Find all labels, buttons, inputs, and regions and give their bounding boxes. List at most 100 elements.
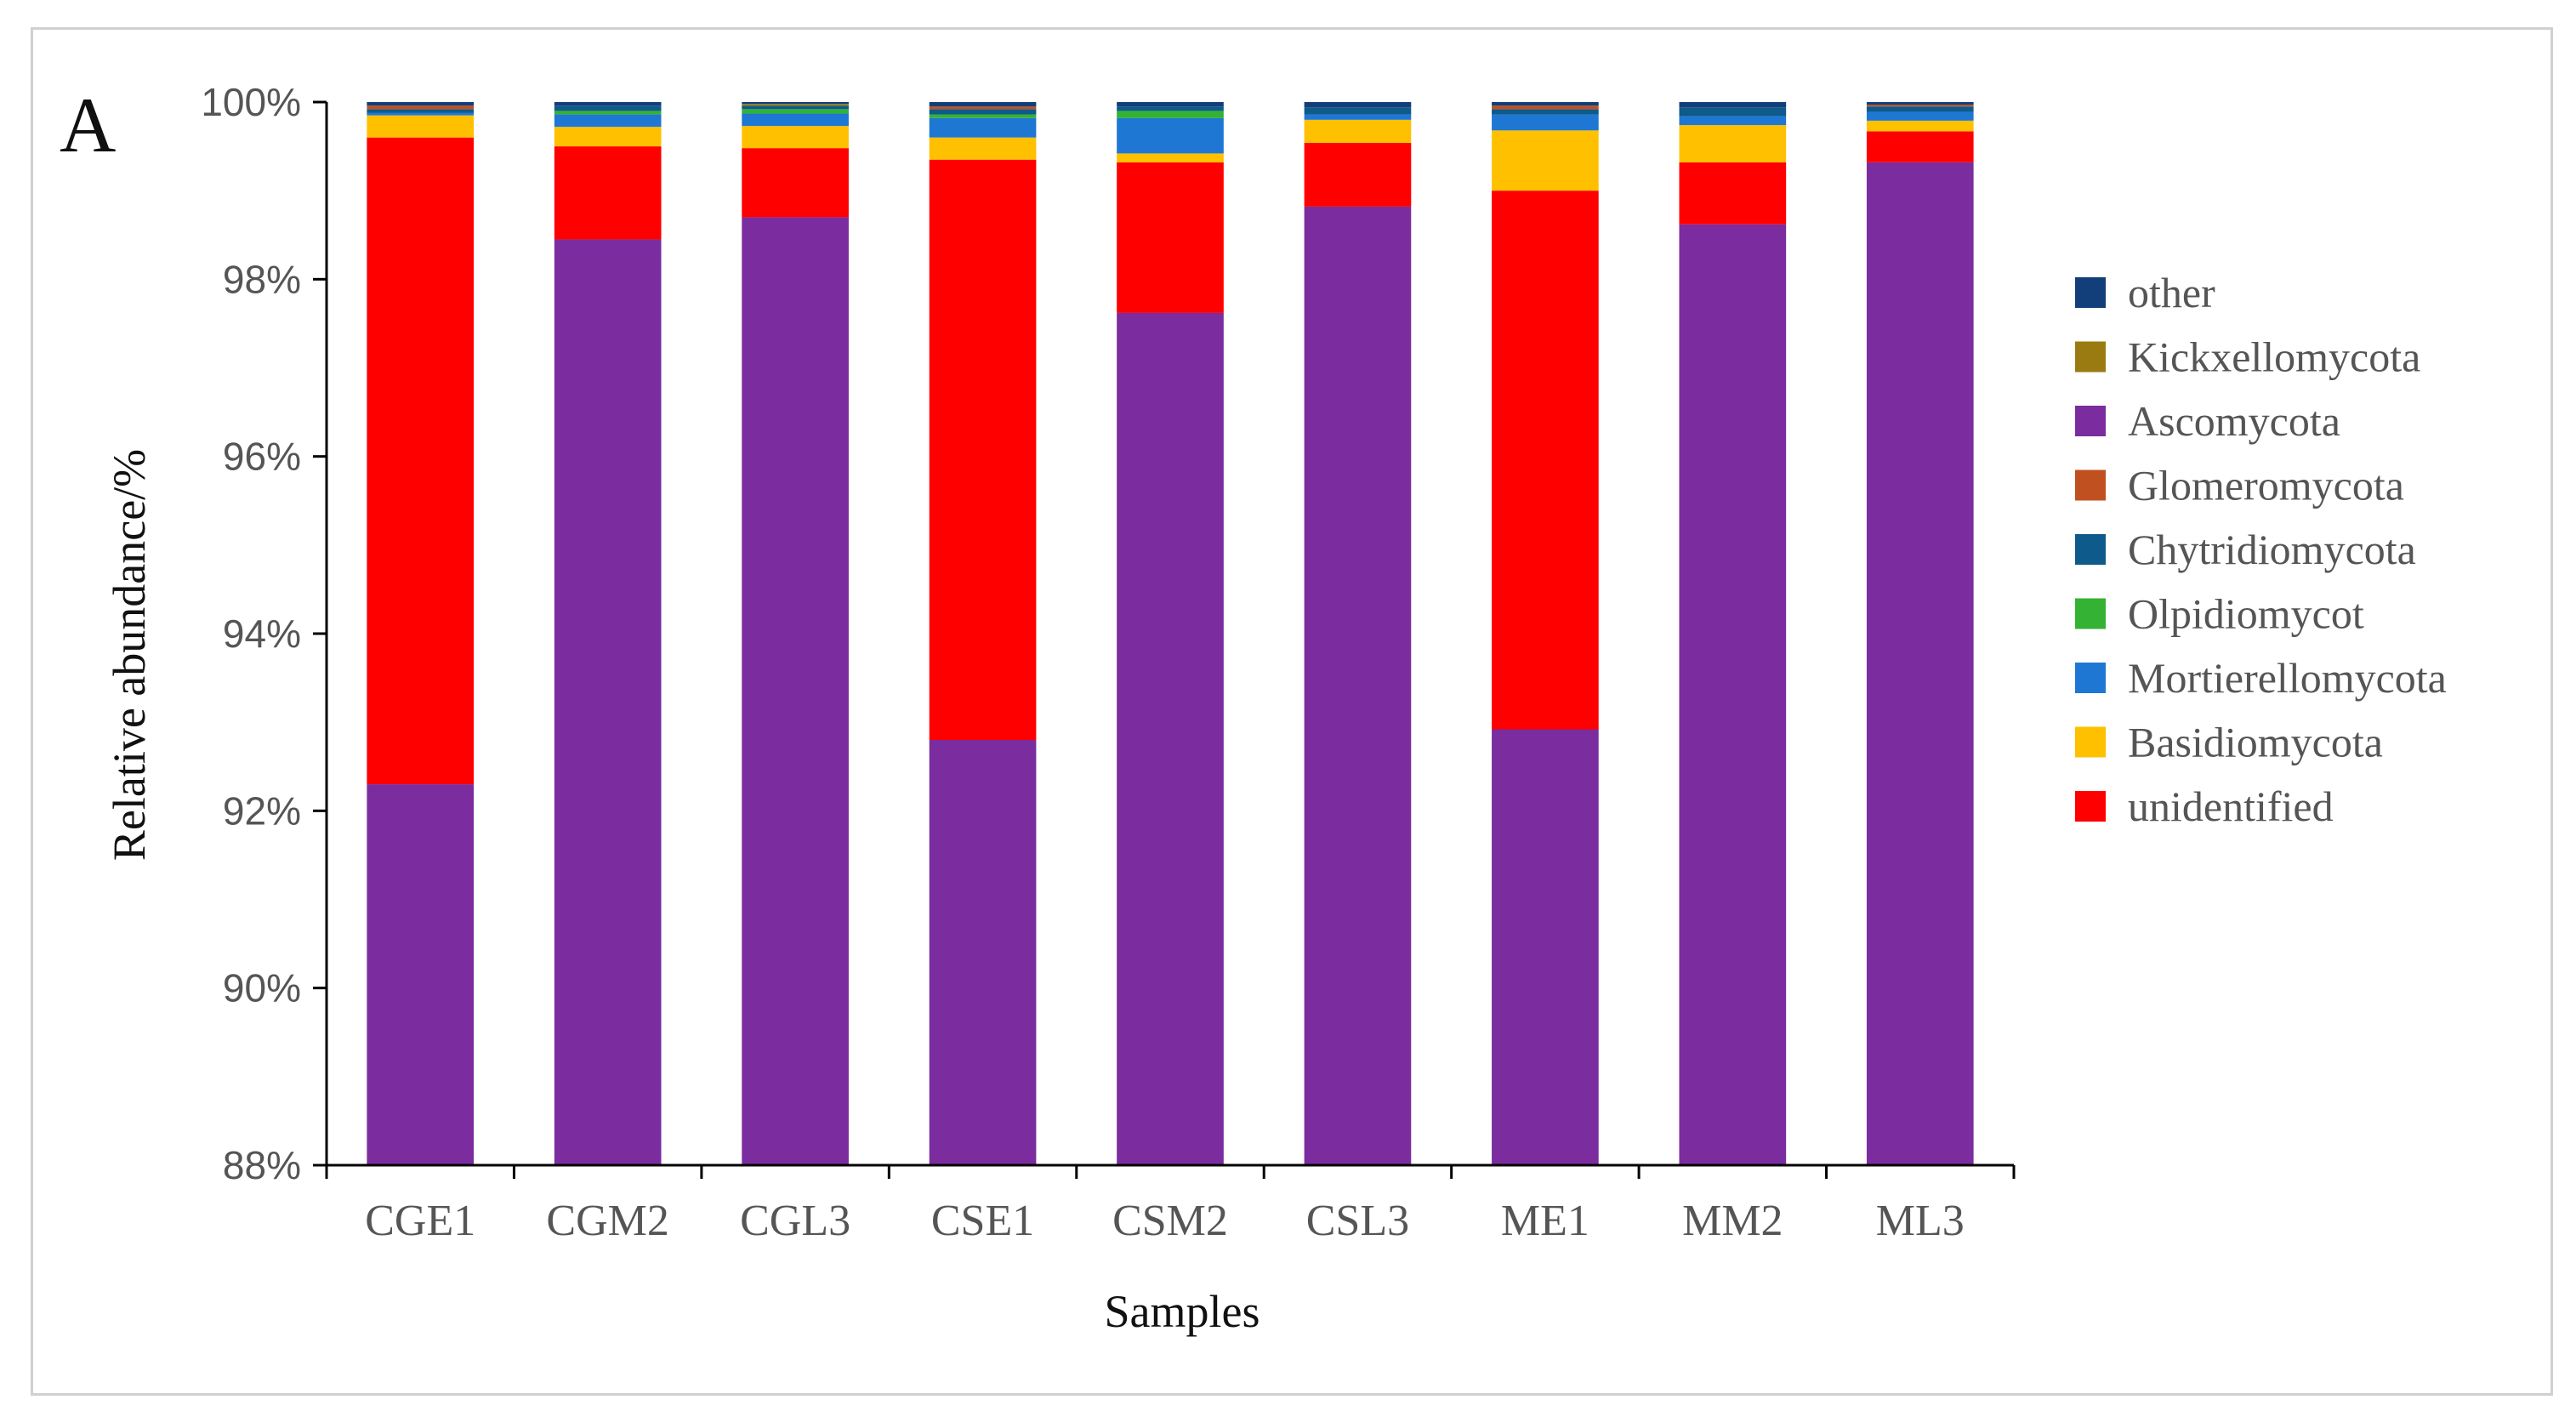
bar-segment-cgm2-other (554, 102, 662, 106)
legend: other Kickxellomycota Ascomycota Glomeromyc… (2075, 269, 2447, 830)
bar-segment-ml3-basidiomycota (1866, 120, 1974, 132)
legend-swatch-ascomycota (2075, 406, 2106, 436)
bar-segment-cse1-olpidiomycot (929, 114, 1037, 118)
bar-segment-cse1-other (929, 102, 1037, 107)
y-axis-title: Relative abundance/% (104, 449, 155, 861)
y-tick-label: 90% (223, 966, 301, 1010)
bar-segment-csl3-mortierellomycota (1304, 114, 1412, 120)
bar-segment-cse1-glomeromycota (929, 106, 1037, 110)
bar-segment-mm2-basidiomycota (1679, 125, 1787, 162)
bar-segment-csm2-olpidiomycot (1117, 111, 1224, 118)
x-axis-title: Samples (1105, 1286, 1260, 1337)
legend-label-chytridiomycota: Chytridiomycota (2128, 526, 2416, 573)
legend-label-other: other (2128, 269, 2215, 316)
x-tick-label: ML3 (1876, 1197, 1965, 1245)
bar-segment-cge1-unidentified (367, 137, 475, 785)
bar-segment-cgl3-mortierellomycota (742, 113, 849, 127)
bars-group (367, 102, 1974, 1166)
bar-segment-ml3-other (1866, 102, 1974, 105)
bar-segment-me1-basidiomycota (1492, 130, 1599, 191)
bar-segment-cse1-unidentified (929, 159, 1037, 741)
bar-segment-cgl3-basidiomycota (742, 126, 849, 149)
legend-label-olpidiomycot: Olpidiomycot (2128, 590, 2364, 638)
bar-segment-me1-other (1492, 102, 1599, 106)
bar-segment-cgl3-ascomycota (742, 217, 849, 1166)
bar-segment-csm2-mortierellomycota (1117, 117, 1224, 154)
legend-label-basidiomycota: Basidiomycota (2128, 719, 2383, 766)
legend-swatch-other (2075, 277, 2106, 308)
bar-segment-cgl3-other (742, 102, 849, 105)
bar-segment-cgl3-olpidiomycot (742, 109, 849, 114)
legend-swatch-chytridiomycota (2075, 534, 2106, 565)
legend-swatch-glomeromycota (2075, 469, 2106, 501)
bar-segment-cge1-basidiomycota (367, 115, 475, 138)
bar-segment-ml3-unidentified (1866, 131, 1974, 162)
bar-segment-csm2-unidentified (1117, 162, 1224, 313)
bar-segment-cgm2-ascomycota (554, 239, 662, 1165)
legend-swatch-basidiomycota (2075, 726, 2106, 758)
bar-segment-cge1-mortierellomycota (367, 112, 475, 116)
x-tick-label: CSL3 (1306, 1197, 1409, 1245)
legend-label-mortierellomycota: Mortierellomycota (2128, 654, 2447, 702)
panel-label: A (60, 82, 116, 168)
bar-segment-cse1-ascomycota (929, 740, 1037, 1165)
bar-segment-csm2-basidiomycota (1117, 153, 1224, 162)
bar-segment-csl3-unidentified (1304, 142, 1412, 207)
bar-segment-csm2-ascomycota (1117, 312, 1224, 1166)
legend-label-glomeromycota: Glomeromycota (2128, 462, 2404, 509)
bar-segment-cgm2-basidiomycota (554, 127, 662, 147)
bar-segment-ml3-glomeromycota (1866, 105, 1974, 107)
legend-label-kickxellomycota: Kickxellomycota (2128, 333, 2420, 381)
bar-segment-ml3-mortierellomycota (1866, 111, 1974, 121)
y-tick-label: 92% (223, 788, 301, 833)
bar-segment-cgl3-kickxellomycota (742, 104, 849, 106)
bar-segment-mm2-unidentified (1679, 162, 1787, 225)
x-tick-label: CSM2 (1112, 1197, 1228, 1245)
bar-segment-cge1-other (367, 102, 475, 106)
bar-segment-me1-unidentified (1492, 191, 1599, 730)
legend-swatch-mortierellomycota (2075, 663, 2106, 693)
legend-swatch-unidentified (2075, 791, 2106, 822)
bar-segment-cse1-mortierellomycota (929, 117, 1037, 138)
bar-segment-mm2-mortierellomycota (1679, 116, 1787, 126)
x-tick-label: CGE1 (365, 1197, 475, 1245)
y-tick-label: 98% (223, 257, 301, 301)
bar-segment-csl3-other (1304, 102, 1412, 108)
bar-segment-cge1-ascomycota (367, 784, 475, 1165)
bar-segment-ml3-chytridiomycota (1866, 106, 1974, 112)
legend-label-unidentified: unidentified (2128, 782, 2334, 830)
bar-segment-cgm2-chytridiomycota (554, 105, 662, 111)
x-tick-label: CGL3 (740, 1197, 850, 1245)
bar-segment-me1-chytridiomycota (1492, 109, 1599, 115)
bar-segment-csm2-chytridiomycota (1117, 106, 1224, 111)
x-tick-label: CGM2 (546, 1197, 668, 1245)
x-tick-label: MM2 (1682, 1197, 1783, 1245)
x-tick-label: ME1 (1501, 1197, 1589, 1245)
bar-segment-csm2-other (1117, 102, 1224, 107)
bar-segment-cge1-chytridiomycota (367, 109, 475, 113)
y-tick-label: 88% (223, 1143, 301, 1187)
bar-segment-cgm2-unidentified (554, 146, 662, 240)
bar-segment-cse1-basidiomycota (929, 137, 1037, 160)
bar-segment-me1-glomeromycota (1492, 105, 1599, 110)
bar-segment-me1-ascomycota (1492, 729, 1599, 1165)
legend-swatch-kickxellomycota (2075, 341, 2106, 373)
bar-segment-ml3-ascomycota (1866, 162, 1974, 1165)
y-tick-label: 96% (223, 435, 301, 479)
bar-segment-cgl3-chytridiomycota (742, 105, 849, 110)
bar-segment-csl3-chytridiomycota (1304, 107, 1412, 115)
bar-segment-mm2-ascomycota (1679, 224, 1787, 1165)
x-tick-label: CSE1 (931, 1197, 1034, 1245)
bar-segment-me1-mortierellomycota (1492, 114, 1599, 131)
bar-segment-mm2-other (1679, 102, 1787, 108)
bar-segment-mm2-chytridiomycota (1679, 107, 1787, 117)
y-tick-label: 100% (201, 80, 301, 124)
legend-label-ascomycota: Ascomycota (2128, 397, 2340, 445)
y-tick-label: 94% (223, 612, 301, 656)
bar-segment-csl3-basidiomycota (1304, 119, 1412, 143)
bar-segment-cgl3-unidentified (742, 148, 849, 218)
bar-segment-cge1-glomeromycota (367, 105, 475, 110)
legend-swatch-olpidiomycot (2075, 598, 2106, 629)
bar-segment-csl3-ascomycota (1304, 206, 1412, 1166)
